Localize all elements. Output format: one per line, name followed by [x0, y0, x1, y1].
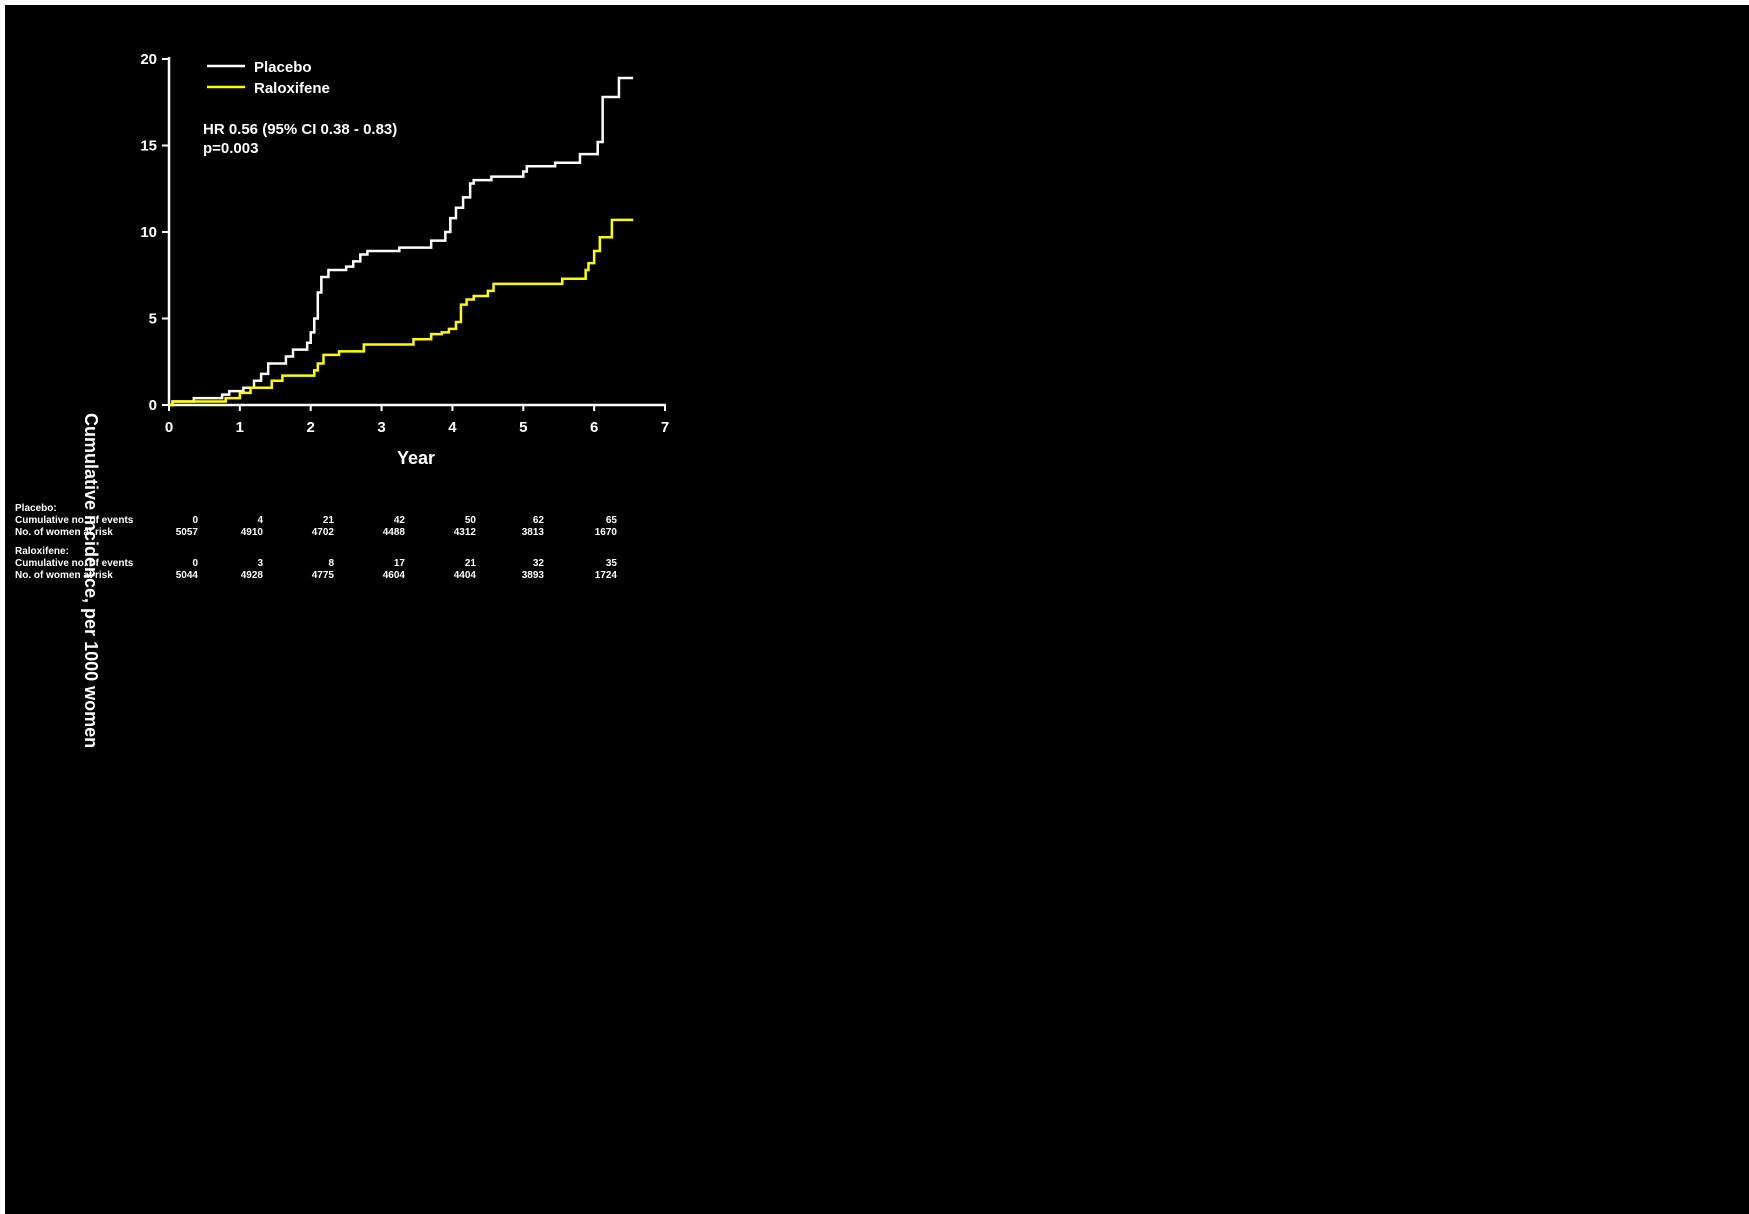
- risk-cell: 5057: [175, 527, 198, 538]
- risk-cell: 4702: [311, 527, 334, 538]
- chart-series: [169, 76, 634, 407]
- legend-label-raloxifene: Raloxifene: [254, 80, 330, 97]
- y-tick-label: 15: [140, 138, 157, 155]
- risk-cell: 4: [257, 515, 263, 526]
- y-tick-label: 20: [140, 51, 157, 68]
- risk-cell: 4775: [311, 570, 334, 581]
- risk-cell: 62: [532, 515, 544, 526]
- hazard-ratio-annotation: HR 0.56 (95% CI 0.38 - 0.83) p=0.003: [203, 121, 397, 157]
- risk-cell: 35: [605, 558, 617, 569]
- x-tick-label: 3: [377, 419, 385, 436]
- cumulative-incidence-chart: 0 1 2 3 4 5 6 7 0 5 10 15 20 Placebo Raloxifene HR 0.…: [81, 51, 669, 748]
- series-line-placebo: [169, 76, 634, 407]
- x-tick-label: 4: [448, 419, 457, 436]
- risk-cell: 4604: [382, 570, 405, 581]
- risk-row-label: Cumulative no. of events: [15, 515, 134, 526]
- x-tick-label: 7: [661, 419, 669, 436]
- chart-legend: Placebo Raloxifene: [207, 59, 330, 97]
- chart-axes: 0 1 2 3 4 5 6 7 0 5 10 15 20: [140, 51, 669, 436]
- x-axis-label: Year: [397, 448, 435, 468]
- risk-cell: 3813: [521, 527, 544, 538]
- risk-cell: 4404: [453, 570, 476, 581]
- y-axis-label: Cumulative incidence, per 1000 women: [81, 413, 101, 748]
- hazard-ratio-text: HR 0.56 (95% CI 0.38 - 0.83): [203, 121, 397, 138]
- risk-cell: 32: [532, 558, 544, 569]
- x-tick-label: 2: [307, 419, 315, 436]
- risk-cell: 4312: [453, 527, 476, 538]
- risk-cell: 21: [322, 515, 334, 526]
- risk-cell: 5044: [175, 570, 198, 581]
- risk-cell: 4928: [240, 570, 263, 581]
- y-tick-label: 10: [140, 224, 157, 241]
- series-line-raloxifene: [169, 218, 634, 407]
- risk-cell: 65: [605, 515, 617, 526]
- y-tick-label: 5: [149, 311, 157, 328]
- x-tick-label: 1: [236, 419, 244, 436]
- risk-cell: 17: [393, 558, 405, 569]
- x-tick-label: 0: [165, 419, 173, 436]
- legend-label-placebo: Placebo: [254, 59, 312, 76]
- risk-cell: 3893: [521, 570, 544, 581]
- risk-cell: 1670: [594, 527, 617, 538]
- risk-cell: 42: [393, 515, 405, 526]
- x-tick-label: 6: [590, 419, 598, 436]
- risk-cell: 21: [464, 558, 476, 569]
- risk-cell: 4488: [382, 527, 405, 538]
- figure-canvas: 0 1 2 3 4 5 6 7 0 5 10 15 20 Placebo Raloxifene HR 0.…: [5, 5, 1749, 1214]
- risk-cell: 0: [192, 515, 198, 526]
- risk-group-title: Raloxifene:: [15, 546, 69, 557]
- risk-cell: 4910: [240, 527, 263, 538]
- p-value-text: p=0.003: [203, 140, 258, 157]
- risk-cell: 50: [464, 515, 476, 526]
- risk-cell: 0: [192, 558, 198, 569]
- x-tick-label: 5: [519, 419, 527, 436]
- risk-cell: 3: [257, 558, 263, 569]
- risk-cell: 1724: [594, 570, 617, 581]
- risk-row-label: No. of women at risk: [15, 570, 113, 581]
- risk-row-label: Cumulative no. of events: [15, 558, 134, 569]
- risk-row-label: No. of women at risk: [15, 527, 113, 538]
- y-tick-label: 0: [149, 397, 157, 414]
- risk-group-title: Placebo:: [15, 503, 57, 514]
- risk-cell: 8: [328, 558, 334, 569]
